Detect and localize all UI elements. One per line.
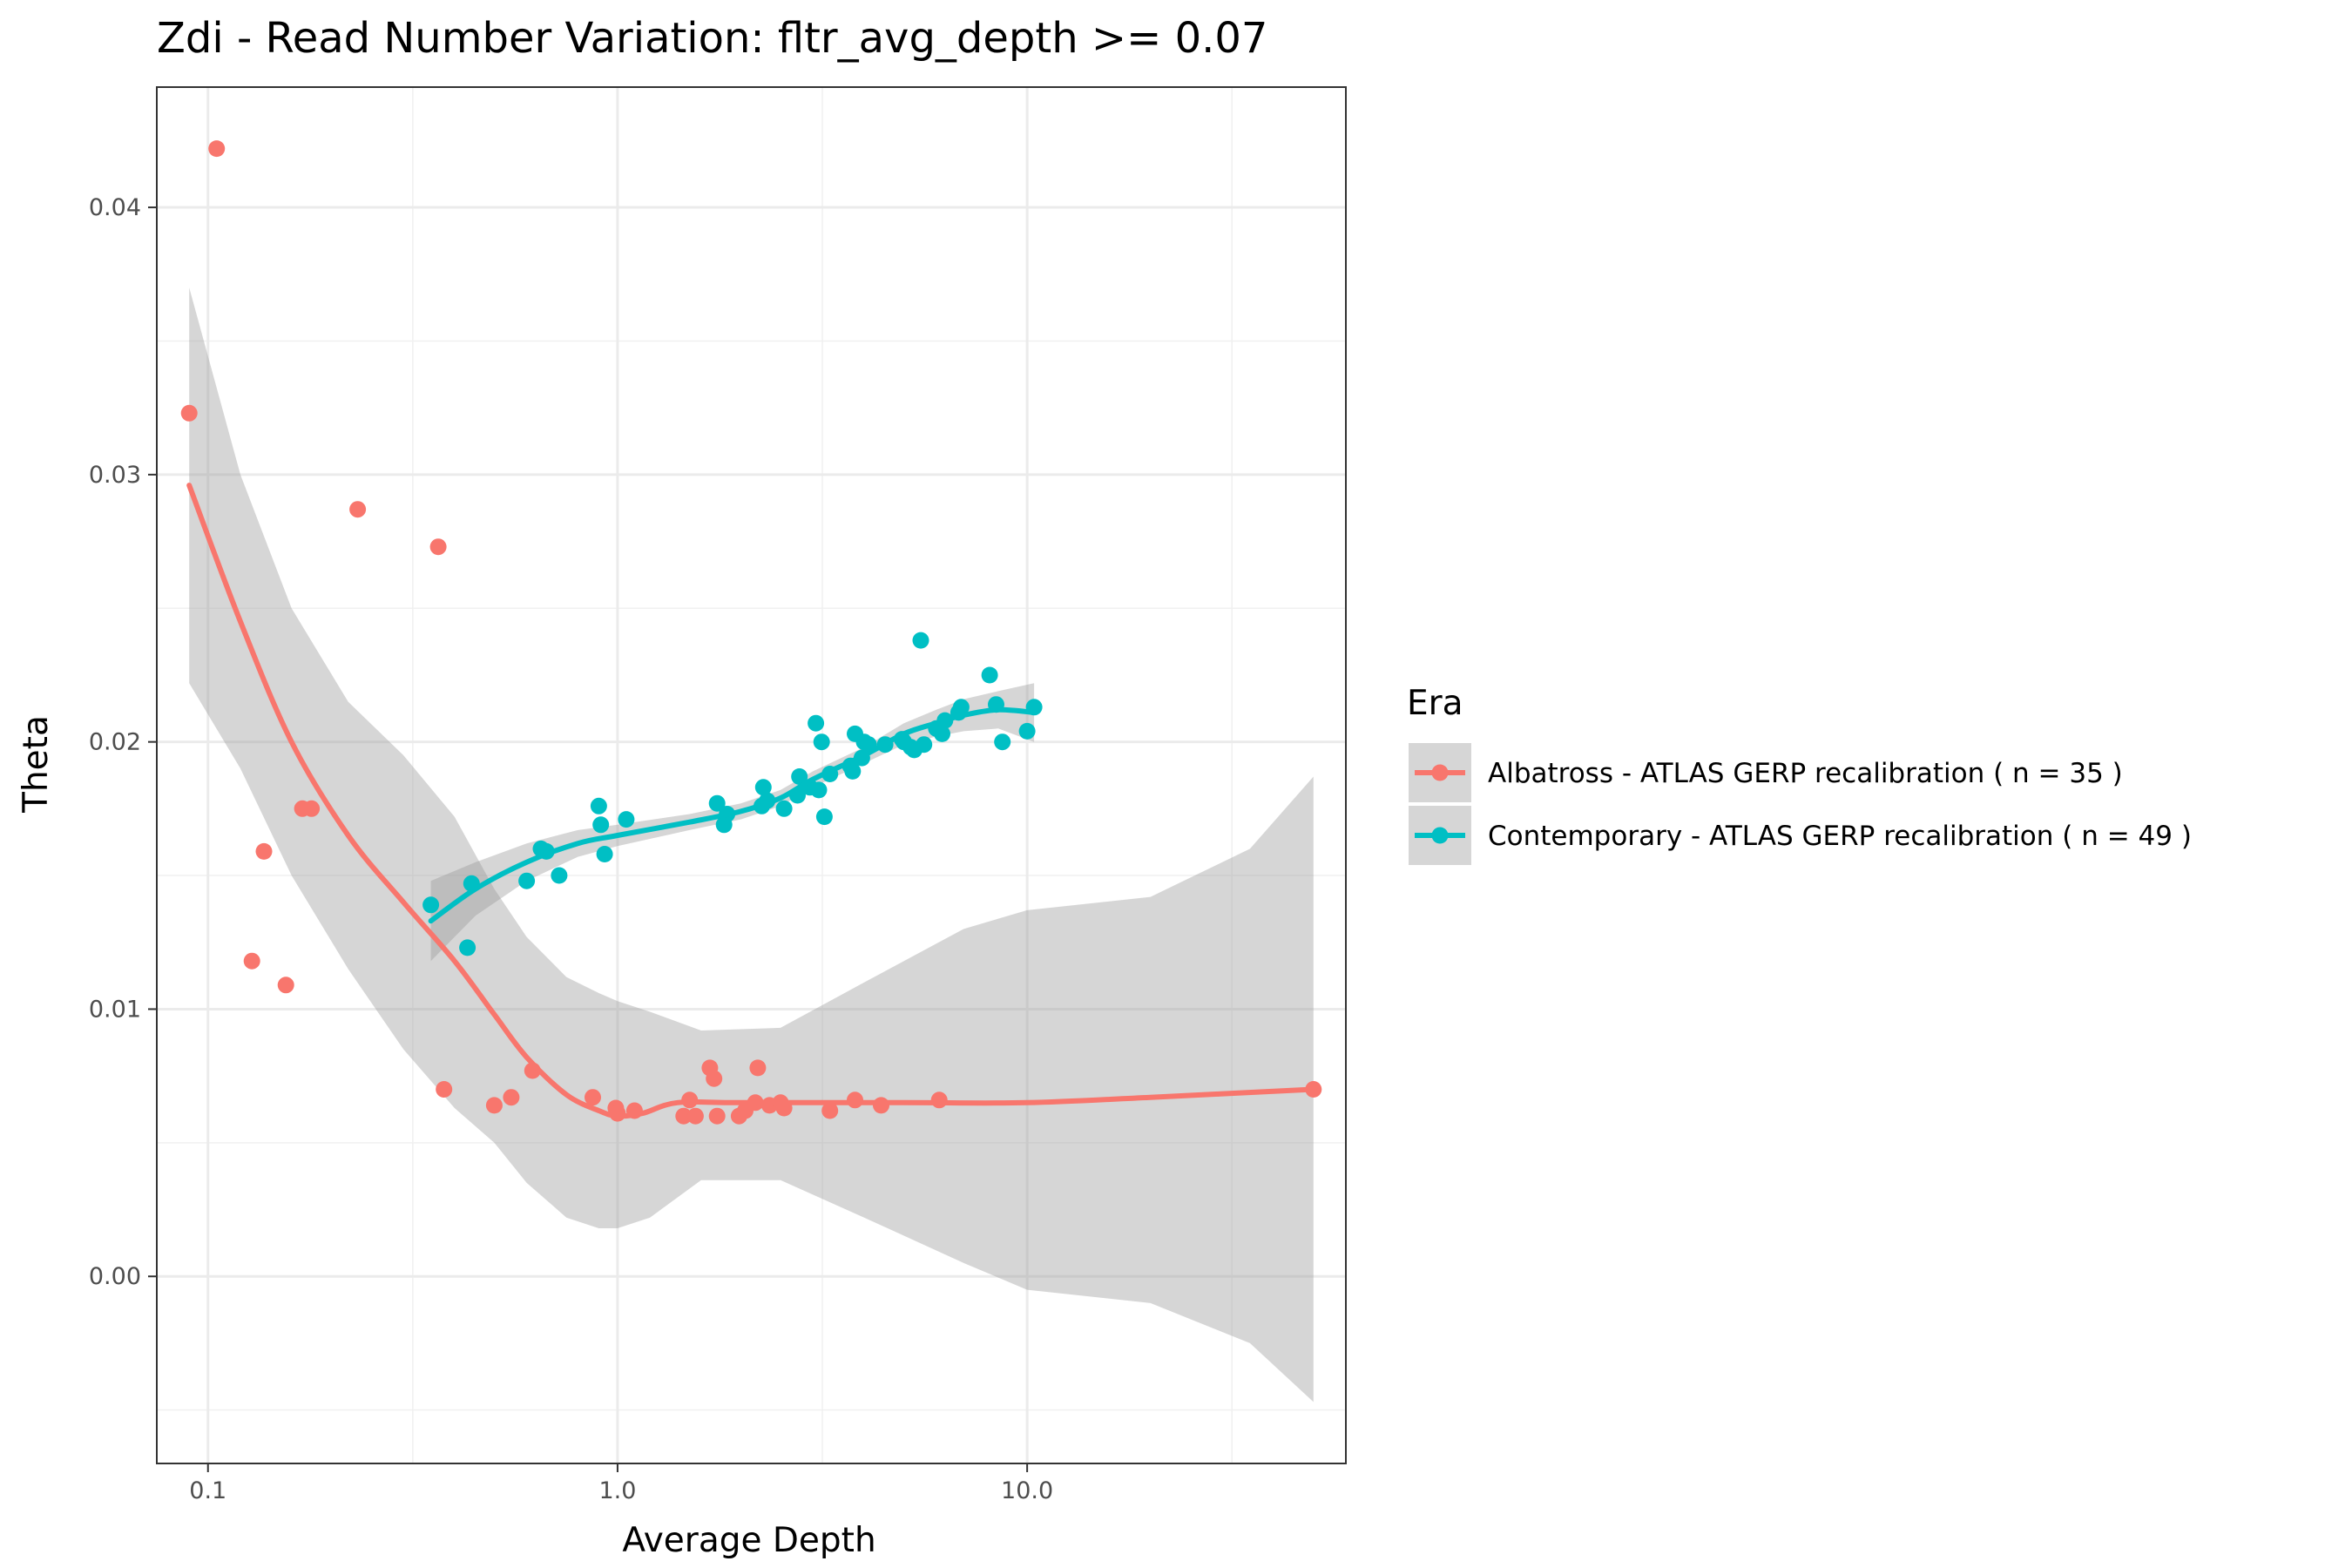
confidence-band-series-1 xyxy=(189,287,1314,1402)
x-tick-label: 10.0 xyxy=(1001,1477,1053,1504)
data-point-series-2 xyxy=(775,800,793,817)
data-point-series-1 xyxy=(749,1059,767,1077)
legend-label-2: Contemporary - ATLAS GERP recalibration … xyxy=(1488,821,2192,852)
data-point-series-2 xyxy=(981,666,998,684)
chart-title: Zdi - Read Number Variation: fltr_avg_de… xyxy=(157,14,1267,63)
panel-border xyxy=(156,86,1347,1464)
data-point-series-1 xyxy=(349,501,367,518)
fit-line-series-1 xyxy=(186,483,1316,1119)
data-point-series-2 xyxy=(791,768,808,785)
data-point-series-2 xyxy=(551,867,568,884)
data-point-series-1 xyxy=(821,1102,839,1119)
y-tick-label: 0.00 xyxy=(89,1263,141,1290)
legend-key-point-1 xyxy=(1431,764,1449,781)
data-point-series-1 xyxy=(708,1107,726,1125)
data-point-series-2 xyxy=(708,794,726,812)
data-point-series-2 xyxy=(810,781,828,799)
legend-key-point-2 xyxy=(1431,827,1449,844)
data-point-series-1 xyxy=(930,1092,948,1109)
x-axis-title: Average Depth xyxy=(622,1521,875,1560)
x-tick-label: 1.0 xyxy=(598,1477,636,1504)
data-point-series-1 xyxy=(208,140,226,158)
data-point-series-2 xyxy=(590,797,607,814)
data-point-series-2 xyxy=(422,896,440,914)
x-tick-label: 0.1 xyxy=(189,1477,226,1504)
data-point-series-1 xyxy=(294,800,311,817)
data-point-series-1 xyxy=(585,1089,601,1106)
data-point-series-1 xyxy=(485,1097,503,1114)
data-point-series-2 xyxy=(808,714,825,732)
data-point-series-2 xyxy=(912,632,929,649)
data-point-series-1 xyxy=(873,1097,889,1114)
data-point-series-2 xyxy=(1018,722,1036,740)
data-point-series-2 xyxy=(518,872,536,889)
data-point-series-1 xyxy=(180,404,198,422)
data-point-series-2 xyxy=(618,811,635,828)
data-point-series-2 xyxy=(815,808,833,826)
data-point-series-2 xyxy=(844,762,862,780)
data-point-series-1 xyxy=(706,1070,723,1087)
fit-line-series-2 xyxy=(428,706,1037,924)
data-point-series-2 xyxy=(916,736,933,754)
data-point-series-2 xyxy=(596,846,613,862)
panel-background xyxy=(157,87,1346,1463)
legend-label-1: Albatross - ATLAS GERP recalibration ( n… xyxy=(1488,758,2123,789)
plot-area: 0.1 1.0 10.0 0.00 0.01 0.02 0.03 0.04 xyxy=(89,86,1347,1504)
data-point-series-2 xyxy=(952,699,970,716)
data-point-series-2 xyxy=(813,733,830,751)
data-point-series-1 xyxy=(436,1081,453,1098)
data-point-series-1 xyxy=(277,977,294,994)
data-point-series-1 xyxy=(675,1107,693,1125)
data-point-series-2 xyxy=(855,733,873,751)
y-tick-label: 0.01 xyxy=(89,996,141,1023)
legend-title: Era xyxy=(1407,684,1463,723)
data-point-series-2 xyxy=(754,779,772,796)
y-tick-label: 0.04 xyxy=(89,194,141,221)
data-point-series-1 xyxy=(429,538,447,556)
legend: Era Albatross - ATLAS GERP recalibration… xyxy=(1407,684,2192,865)
y-tick-label: 0.02 xyxy=(89,729,141,756)
data-point-series-1 xyxy=(243,952,260,970)
y-axis-title: Theta xyxy=(17,715,56,814)
data-point-series-1 xyxy=(503,1089,520,1106)
data-point-series-2 xyxy=(459,939,476,956)
data-point-series-1 xyxy=(686,1107,704,1125)
data-point-series-2 xyxy=(994,733,1011,751)
data-point-series-1 xyxy=(255,842,273,860)
data-point-series-2 xyxy=(592,816,610,834)
y-tick-label: 0.03 xyxy=(89,462,141,489)
